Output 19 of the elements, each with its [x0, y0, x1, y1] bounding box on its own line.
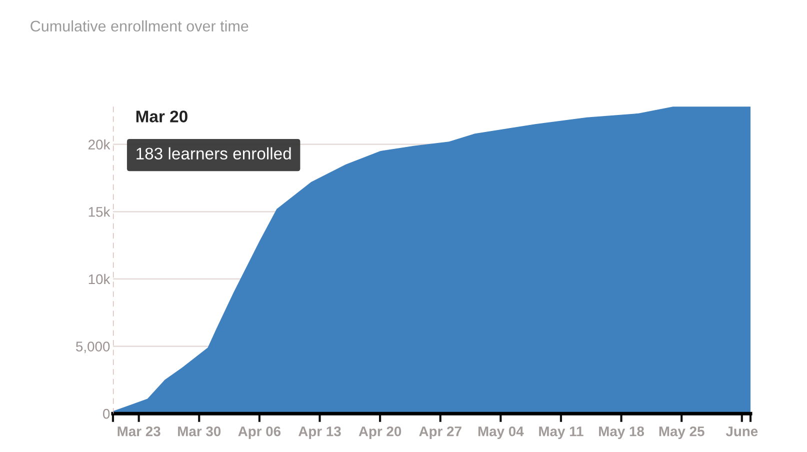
y-tick-label: 20k	[88, 139, 110, 150]
y-tick-label: 10k	[88, 274, 110, 284]
chart-title: Cumulative enrollment over time	[30, 20, 248, 32]
x-tick-label: Mar 23	[118, 426, 160, 436]
x-tick-label: Apr 27	[419, 426, 462, 440]
x-tick-label: May 25	[659, 426, 704, 440]
annotation: Mar 20	[136, 110, 188, 122]
x-tick-label: Apr 20	[358, 426, 402, 440]
x-tick-label: May 04	[478, 426, 524, 440]
x-tick-label: May 11	[539, 426, 584, 440]
y-tick-label: 5,000	[76, 342, 110, 354]
x-tick-label: Apr 13	[298, 426, 341, 440]
x-tick-label: Apr 06	[238, 426, 281, 440]
y-tick-label: 15k	[88, 206, 110, 217]
annotation: 183 learners enrolled	[136, 147, 291, 160]
y-tick-label: 0	[103, 408, 110, 419]
x-tick-label: May 18	[599, 426, 644, 440]
x-tick-label: Mar 30	[178, 426, 221, 436]
x-tick-label: June	[726, 426, 758, 436]
